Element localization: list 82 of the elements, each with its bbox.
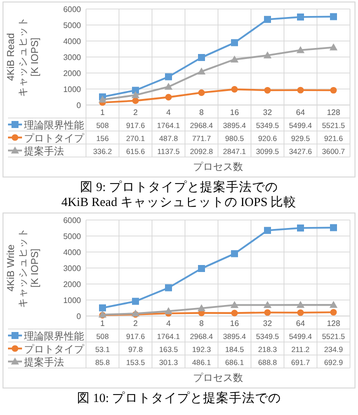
point bbox=[231, 86, 238, 93]
point bbox=[330, 86, 337, 94]
point bbox=[198, 68, 206, 75]
point bbox=[164, 307, 172, 314]
point bbox=[330, 13, 337, 20]
point bbox=[231, 39, 238, 46]
point bbox=[330, 43, 338, 50]
caption: 図 9: プロトタイプと提案手法での bbox=[80, 179, 278, 194]
point bbox=[231, 250, 238, 258]
point bbox=[264, 309, 271, 316]
point bbox=[230, 55, 238, 62]
x-tick-label: 32 bbox=[263, 108, 272, 117]
y-tick-label: 4000 bbox=[63, 248, 82, 257]
point bbox=[165, 284, 172, 292]
y-tick-label: 2000 bbox=[63, 280, 82, 289]
caption: 図 10: プロトタイプと提案手法での bbox=[76, 390, 282, 405]
y-tick-label: 1000 bbox=[63, 85, 82, 94]
point bbox=[330, 308, 337, 316]
point bbox=[297, 14, 304, 21]
point bbox=[297, 86, 304, 94]
legend-label: 理論限界性能 bbox=[24, 330, 84, 342]
y-tick-label: 1000 bbox=[63, 296, 82, 305]
y-tick-label: 4000 bbox=[63, 37, 82, 46]
x-tick-label: 2 bbox=[133, 319, 138, 328]
y-axis-title: 4KiB Read キャッシュヒット [K IOPS] bbox=[6, 17, 41, 97]
legend-label: 理論限界性能 bbox=[24, 120, 84, 132]
point bbox=[132, 298, 139, 305]
x-tick-label: 2 bbox=[133, 108, 138, 117]
point bbox=[164, 82, 172, 90]
x-tick-label: 64 bbox=[296, 108, 306, 117]
y-tick-label: 5000 bbox=[63, 232, 82, 241]
y-tick-label: 3000 bbox=[63, 264, 82, 273]
x-tick-label: 128 bbox=[326, 319, 341, 328]
x-tick-label: 4 bbox=[166, 108, 172, 117]
point bbox=[98, 96, 106, 103]
point bbox=[198, 265, 205, 272]
x-tick-label: 4 bbox=[166, 319, 172, 328]
point bbox=[297, 224, 304, 232]
point bbox=[264, 51, 272, 58]
y-tick-label: 6000 bbox=[63, 5, 82, 14]
point bbox=[330, 224, 337, 232]
point bbox=[264, 16, 271, 23]
x-axis-title: プロセス数 bbox=[193, 161, 243, 173]
point bbox=[132, 97, 139, 104]
point bbox=[198, 304, 206, 312]
point bbox=[165, 94, 172, 100]
point bbox=[297, 309, 304, 316]
point bbox=[330, 300, 338, 308]
point bbox=[264, 86, 271, 94]
point bbox=[264, 226, 271, 234]
x-tick-label: 64 bbox=[296, 319, 306, 328]
point bbox=[99, 304, 106, 312]
y-tick-label: 0 bbox=[76, 101, 82, 110]
x-tick-label: 1 bbox=[100, 319, 106, 328]
point bbox=[165, 73, 172, 80]
x-tick-label: 32 bbox=[263, 319, 272, 328]
point bbox=[264, 300, 272, 308]
y-axis-title: 4KiB Write キャッシュヒット [K IOPS] bbox=[6, 228, 41, 308]
y-tick-label: 5000 bbox=[63, 21, 82, 30]
y-tick-label: 2000 bbox=[63, 69, 82, 78]
legend-label: プロトタイプ bbox=[24, 132, 85, 144]
x-tick-label: 128 bbox=[326, 108, 341, 117]
legend-label: プロトタイプ bbox=[24, 344, 85, 356]
y-tick-label: 0 bbox=[76, 312, 82, 321]
point bbox=[296, 300, 304, 308]
y-tick-label: 3000 bbox=[63, 53, 82, 62]
point bbox=[296, 46, 304, 54]
point bbox=[198, 54, 205, 62]
text: 4KiB Read キャッシュヒットの IOPS 比較 bbox=[61, 195, 297, 209]
point bbox=[198, 89, 205, 96]
legend-label: 提案手法 bbox=[24, 146, 64, 158]
point bbox=[231, 310, 238, 316]
point bbox=[230, 301, 238, 308]
x-tick-label: 16 bbox=[230, 108, 240, 117]
legend-label: 提案手法 bbox=[24, 356, 64, 368]
x-tick-label: 1 bbox=[100, 108, 106, 117]
x-tick-label: 16 bbox=[230, 319, 240, 328]
x-axis-title: プロセス数 bbox=[193, 372, 243, 384]
x-tick-label: 8 bbox=[199, 319, 204, 328]
y-tick-label: 6000 bbox=[63, 216, 82, 225]
point bbox=[132, 91, 140, 98]
x-tick-label: 8 bbox=[199, 108, 204, 117]
